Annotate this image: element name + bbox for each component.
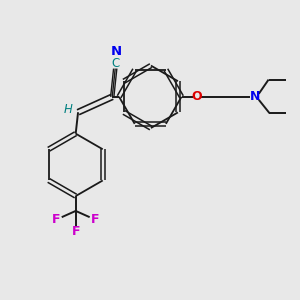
Text: F: F [71, 225, 80, 238]
Text: N: N [110, 45, 122, 58]
Text: H: H [63, 103, 72, 116]
Text: F: F [91, 213, 99, 226]
Text: O: O [192, 90, 202, 103]
Text: F: F [52, 213, 61, 226]
Text: C: C [111, 57, 119, 70]
Text: N: N [250, 90, 260, 103]
